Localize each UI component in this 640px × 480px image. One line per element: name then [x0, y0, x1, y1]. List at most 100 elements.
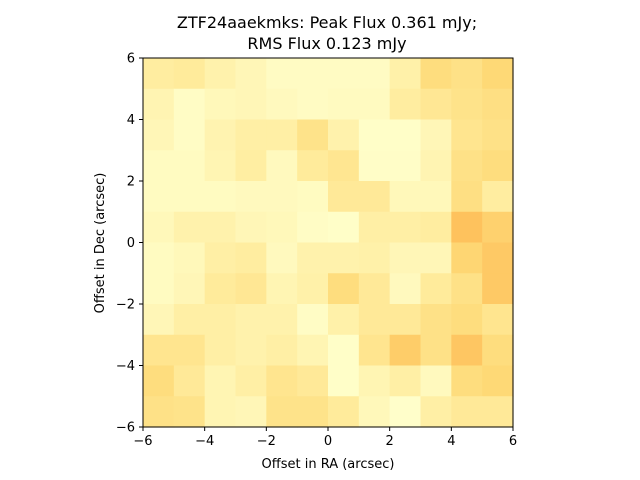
heatmap-cell	[389, 396, 422, 428]
heatmap-cell	[204, 88, 237, 121]
heatmap-cell	[235, 242, 267, 274]
heatmap-cell	[266, 119, 298, 151]
heatmap-cell	[266, 304, 298, 336]
heatmap-cell	[266, 150, 298, 182]
heatmap-cell	[451, 304, 483, 336]
heatmap-cell	[204, 58, 237, 90]
heatmap-cell	[143, 88, 175, 121]
heatmap-cell	[420, 181, 452, 213]
heatmap-cell	[173, 88, 206, 121]
heatmap-cell	[143, 211, 175, 244]
heatmap-cell	[420, 150, 452, 182]
heatmap-cell	[482, 88, 514, 121]
heatmap-cell	[266, 334, 298, 367]
heatmap-cell	[204, 119, 237, 151]
heatmap-cell	[328, 304, 360, 336]
heatmap-cell	[143, 304, 175, 336]
heatmap-cell	[420, 88, 452, 121]
heatmap-cell	[297, 58, 329, 90]
heatmap-cell	[451, 119, 483, 151]
heatmap-cell	[204, 273, 237, 305]
heatmap-cell	[358, 304, 391, 336]
heatmap-cell	[204, 150, 237, 182]
heatmap-cell	[482, 211, 514, 244]
heatmap-cell	[204, 304, 237, 336]
heatmap-cell	[204, 242, 237, 274]
heatmap-cell	[482, 150, 514, 182]
heatmap-cell	[389, 181, 422, 213]
heatmap-cell	[297, 273, 329, 305]
heatmap-cell	[297, 242, 329, 274]
x-axis-ticks: −6 −4 −2 0 2 4 6	[133, 427, 517, 449]
x-tick-label: 6	[509, 434, 517, 449]
heatmap-cell	[451, 88, 483, 121]
heatmap-cell	[451, 334, 483, 367]
heatmap-cell	[389, 119, 422, 151]
y-tick-label: 4	[127, 113, 135, 128]
y-tick-label: −2	[116, 298, 135, 313]
heatmap-cell	[482, 119, 514, 151]
y-tick-label: −4	[116, 359, 135, 374]
heatmap-cell	[482, 365, 514, 397]
heatmap-cell	[451, 150, 483, 182]
heatmap-cell	[358, 273, 391, 305]
heatmap-cell	[451, 273, 483, 305]
heatmap-cell	[235, 150, 267, 182]
x-tick-label: −4	[195, 434, 214, 449]
x-tick-label: 0	[324, 434, 332, 449]
heatmap-cell	[143, 273, 175, 305]
heatmap-cell	[358, 181, 391, 213]
heatmap-cell	[420, 119, 452, 151]
heatmap-cell	[358, 58, 391, 90]
heatmap-cell	[482, 273, 514, 305]
heatmap-cell	[420, 242, 452, 274]
heatmap-cell	[389, 150, 422, 182]
heatmap-cell	[297, 211, 329, 244]
heatmap-cell	[358, 365, 391, 397]
heatmap-cell	[358, 88, 391, 121]
heatmap-cell	[420, 211, 452, 244]
heatmap-cell	[143, 150, 175, 182]
heatmap-cell	[451, 181, 483, 213]
heatmap-cell	[297, 396, 329, 428]
heatmap-cell	[143, 396, 175, 428]
heatmap-cell	[204, 396, 237, 428]
heatmap-cell	[451, 58, 483, 90]
x-tick-label: −2	[257, 434, 276, 449]
heatmap-cell	[143, 365, 175, 397]
heatmap-cell	[328, 119, 360, 151]
heatmap-cell	[451, 211, 483, 244]
heatmap-cell	[173, 273, 206, 305]
heatmap-cell	[389, 58, 422, 90]
heatmap-cell	[173, 119, 206, 151]
heatmap-cell	[328, 396, 360, 428]
heatmap-cell	[143, 119, 175, 151]
heatmap-cell	[389, 304, 422, 336]
heatmap-cell	[266, 88, 298, 121]
heatmap-cell	[143, 334, 175, 367]
heatmap-cell	[235, 334, 267, 367]
heatmap-cell	[482, 242, 514, 274]
heatmap-cell	[143, 242, 175, 274]
heatmap-cell	[266, 365, 298, 397]
heatmap-cell	[482, 58, 514, 90]
heatmap-cell	[297, 88, 329, 121]
heatmap-cell	[173, 396, 206, 428]
heatmap-cell	[328, 211, 360, 244]
heatmap-cell	[328, 58, 360, 90]
heatmap-cell	[235, 88, 267, 121]
heatmap-cell	[266, 242, 298, 274]
heatmap-cell	[173, 211, 206, 244]
heatmap-cell	[358, 150, 391, 182]
heatmap-cell	[328, 273, 360, 305]
heatmap-cell	[328, 150, 360, 182]
heatmap-cell	[173, 242, 206, 274]
heatmap-cell	[328, 88, 360, 121]
heatmap-cell	[204, 181, 237, 213]
heatmap-cell	[235, 58, 267, 90]
heatmap-cell	[328, 334, 360, 367]
heatmap-cell	[451, 242, 483, 274]
heatmap-cell	[358, 242, 391, 274]
y-tick-label: 2	[127, 175, 135, 190]
